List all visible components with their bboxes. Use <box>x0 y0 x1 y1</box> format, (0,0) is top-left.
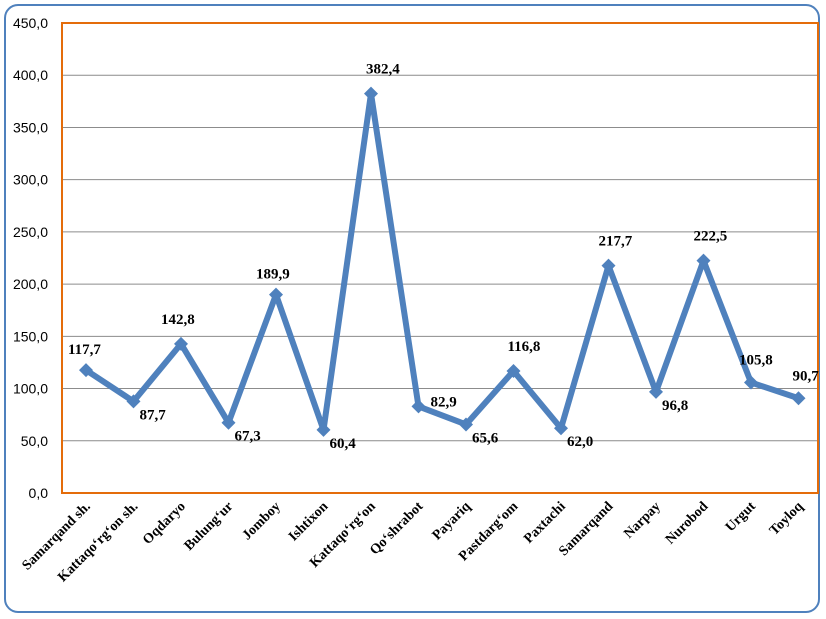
data-point-marker <box>506 364 521 379</box>
y-tick-label: 50,0 <box>21 433 48 449</box>
data-point-marker <box>126 394 141 409</box>
y-tick-label: 250,0 <box>13 224 48 240</box>
data-label: 116,8 <box>508 339 541 355</box>
data-point-marker <box>791 391 806 406</box>
x-tick-label: Kattaqo‘rg‘on sh. <box>55 499 141 585</box>
data-label: 105,8 <box>739 352 773 368</box>
data-point-marker <box>364 86 378 101</box>
data-label: 62,0 <box>567 434 593 450</box>
data-label: 142,8 <box>161 312 195 328</box>
data-label: 382,4 <box>366 62 400 78</box>
data-point-marker <box>649 384 663 399</box>
x-tick-label: Toyloq <box>767 499 807 539</box>
x-axis-tick-labels: Samarqand sh.Kattaqo‘rg‘on sh.OqdaryoBul… <box>20 499 807 585</box>
x-tick-label: Ishtixon <box>286 499 331 544</box>
series-markers <box>79 86 806 437</box>
data-labels: 117,7 87,7 142,8 67,3 189,9 60,4 382,4 82,9 65,6… <box>68 62 819 452</box>
y-tick-label: 400,0 <box>13 67 48 83</box>
data-label: 65,6 <box>472 430 499 446</box>
y-tick-label: 450,0 <box>13 15 48 31</box>
x-tick-label: Narpay <box>621 499 664 542</box>
data-point-marker <box>221 415 236 430</box>
data-label: 189,9 <box>256 267 290 283</box>
series-line <box>84 90 800 433</box>
data-label: 87,7 <box>140 407 167 423</box>
data-point-marker <box>601 258 616 273</box>
data-point-marker <box>79 363 93 378</box>
x-tick-label: Jomboy <box>240 499 284 543</box>
y-tick-label: 350,0 <box>13 119 48 135</box>
data-point-marker <box>744 375 758 390</box>
x-tick-label: Urgut <box>723 499 759 535</box>
y-tick-label: 150,0 <box>13 328 48 344</box>
y-tick-label: 200,0 <box>13 276 48 292</box>
y-tick-label: 0,0 <box>29 485 49 501</box>
data-label: 67,3 <box>235 429 261 445</box>
data-label: 96,8 <box>662 398 688 414</box>
x-tick-label: Oqdaryo <box>140 499 189 548</box>
data-point-marker <box>174 336 188 351</box>
y-tick-label: 100,0 <box>13 381 48 397</box>
y-axis-tick-labels: 0,0 50,0 100,0 150,0 200,0 250,0 300,0 350,0 400… <box>13 15 48 501</box>
data-label: 222,5 <box>694 229 728 245</box>
x-tick-label: Nurobod <box>663 499 712 548</box>
gridlines <box>62 74 818 442</box>
x-tick-label: Paxtachi <box>521 499 569 547</box>
data-label: 82,9 <box>431 394 457 410</box>
data-label: 90,7 <box>793 368 820 384</box>
data-point-marker <box>554 421 568 436</box>
x-tick-label: Payariq <box>430 499 474 543</box>
plot-area-border <box>61 22 819 494</box>
data-point-marker <box>411 399 426 414</box>
data-point-marker <box>316 422 331 437</box>
data-label: 117,7 <box>68 342 101 358</box>
data-point-marker <box>269 287 283 302</box>
data-point-marker <box>459 417 473 432</box>
data-label: 60,4 <box>330 436 357 452</box>
y-tick-label: 300,0 <box>13 172 48 188</box>
x-tick-label: Bulung‘ur <box>182 499 237 554</box>
data-point-marker <box>696 253 711 268</box>
data-label: 217,7 <box>599 234 633 250</box>
